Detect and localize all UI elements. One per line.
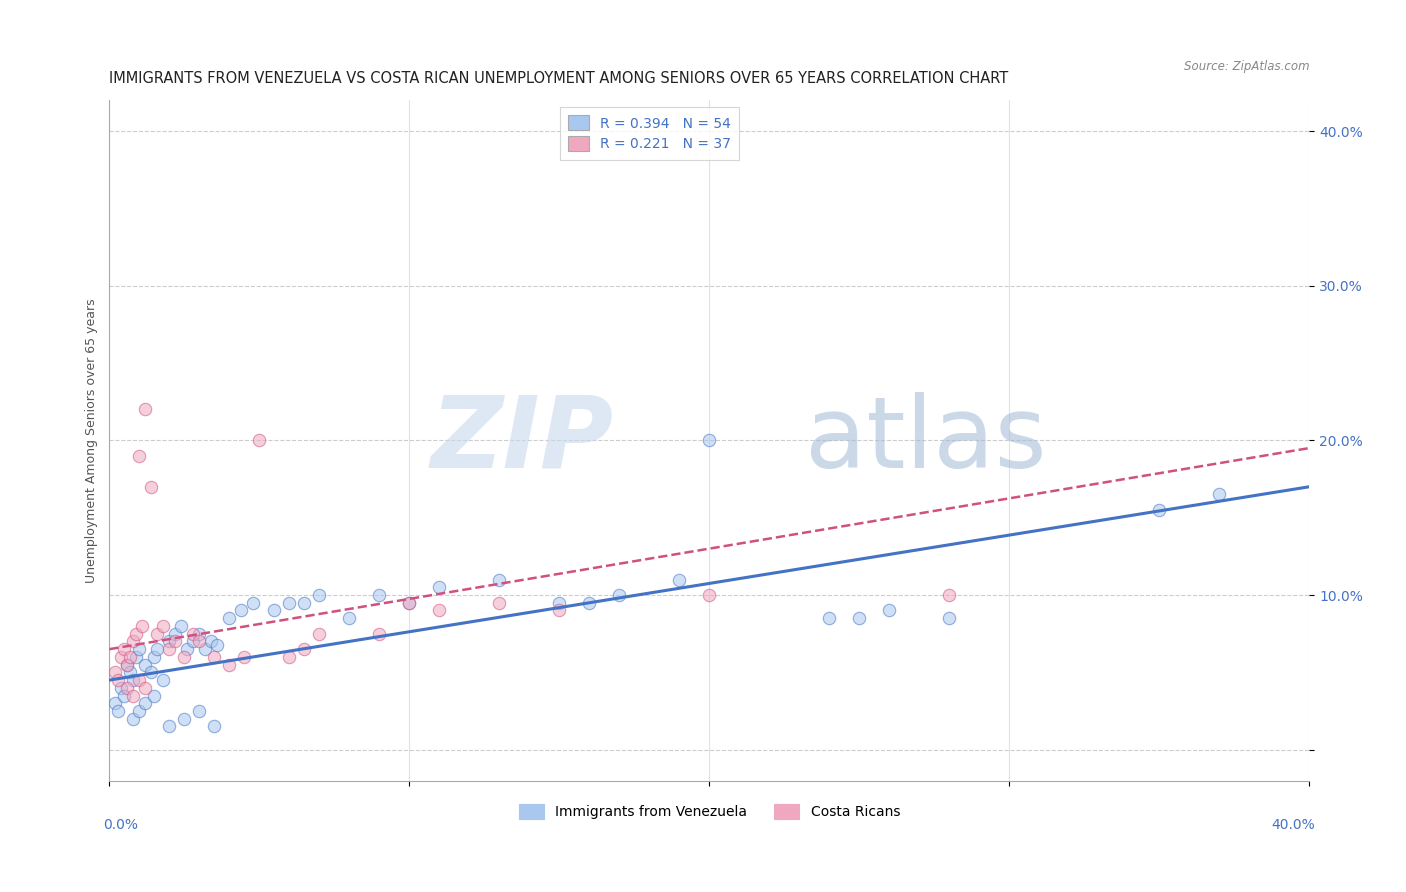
Point xyxy=(125,626,148,640)
Point xyxy=(429,603,451,617)
Point xyxy=(233,649,256,664)
Point xyxy=(398,596,420,610)
Point xyxy=(548,603,571,617)
Point xyxy=(165,626,187,640)
Point xyxy=(668,573,690,587)
Point xyxy=(143,689,166,703)
Point xyxy=(818,611,841,625)
Point xyxy=(207,638,229,652)
Point xyxy=(278,649,301,664)
Point xyxy=(548,596,571,610)
Point xyxy=(578,596,600,610)
Point xyxy=(157,719,180,733)
Point xyxy=(128,704,150,718)
Point xyxy=(848,611,870,625)
Point xyxy=(429,580,451,594)
Text: 0.0%: 0.0% xyxy=(104,818,138,832)
Point xyxy=(231,603,253,617)
Point xyxy=(938,588,960,602)
Point xyxy=(107,673,129,687)
Point xyxy=(218,657,240,672)
Point xyxy=(107,704,129,718)
Point xyxy=(308,626,330,640)
Point xyxy=(263,603,285,617)
Point xyxy=(488,573,510,587)
Point xyxy=(242,596,264,610)
Point xyxy=(152,619,174,633)
Point xyxy=(200,634,222,648)
Point xyxy=(176,642,198,657)
Point xyxy=(104,665,127,680)
Text: Source: ZipAtlas.com: Source: ZipAtlas.com xyxy=(1184,60,1309,73)
Point xyxy=(131,619,153,633)
Y-axis label: Unemployment Among Seniors over 65 years: Unemployment Among Seniors over 65 years xyxy=(86,298,98,582)
Point xyxy=(122,634,145,648)
Text: ZIP: ZIP xyxy=(430,392,613,489)
Text: atlas: atlas xyxy=(806,392,1047,489)
Point xyxy=(202,649,225,664)
Point xyxy=(218,611,240,625)
Point xyxy=(337,611,360,625)
Point xyxy=(488,596,510,610)
Point xyxy=(157,642,180,657)
Point xyxy=(202,719,225,733)
Point xyxy=(134,696,156,710)
Point xyxy=(117,657,139,672)
Point xyxy=(247,434,270,448)
Text: IMMIGRANTS FROM VENEZUELA VS COSTA RICAN UNEMPLOYMENT AMONG SENIORS OVER 65 YEAR: IMMIGRANTS FROM VENEZUELA VS COSTA RICAN… xyxy=(110,71,1008,87)
Point xyxy=(112,642,135,657)
Point xyxy=(1149,503,1171,517)
Point xyxy=(146,626,169,640)
Point xyxy=(152,673,174,687)
Point xyxy=(117,681,139,695)
Point xyxy=(122,712,145,726)
Point xyxy=(122,673,145,687)
Point xyxy=(183,626,205,640)
Point xyxy=(117,657,139,672)
Point xyxy=(173,712,195,726)
Point xyxy=(292,642,315,657)
Point xyxy=(292,596,315,610)
Point xyxy=(120,649,142,664)
Point xyxy=(938,611,960,625)
Point xyxy=(134,681,156,695)
Point xyxy=(368,588,391,602)
Point xyxy=(110,681,132,695)
Point xyxy=(112,689,135,703)
Legend: R = 0.394   N = 54, R = 0.221   N = 37: R = 0.394 N = 54, R = 0.221 N = 37 xyxy=(560,107,740,160)
Point xyxy=(173,649,195,664)
Point xyxy=(165,634,187,648)
Point xyxy=(143,649,166,664)
Point xyxy=(183,634,205,648)
Point xyxy=(609,588,631,602)
Point xyxy=(120,665,142,680)
Point xyxy=(188,704,211,718)
Point xyxy=(170,619,193,633)
Point xyxy=(188,634,211,648)
Point xyxy=(1208,487,1230,501)
Point xyxy=(122,689,145,703)
Point xyxy=(141,480,163,494)
Point xyxy=(699,434,721,448)
Point xyxy=(110,649,132,664)
Text: 40.0%: 40.0% xyxy=(1271,818,1315,832)
Point xyxy=(104,696,127,710)
Point xyxy=(308,588,330,602)
Point xyxy=(879,603,901,617)
Point xyxy=(146,642,169,657)
Point xyxy=(368,626,391,640)
Point xyxy=(194,642,217,657)
Point xyxy=(278,596,301,610)
Point xyxy=(128,642,150,657)
Point xyxy=(188,626,211,640)
Point xyxy=(128,449,150,463)
Point xyxy=(398,596,420,610)
Point xyxy=(128,673,150,687)
Point xyxy=(125,649,148,664)
Point xyxy=(157,634,180,648)
Point xyxy=(134,657,156,672)
Point xyxy=(141,665,163,680)
Point xyxy=(699,588,721,602)
Point xyxy=(134,402,156,417)
